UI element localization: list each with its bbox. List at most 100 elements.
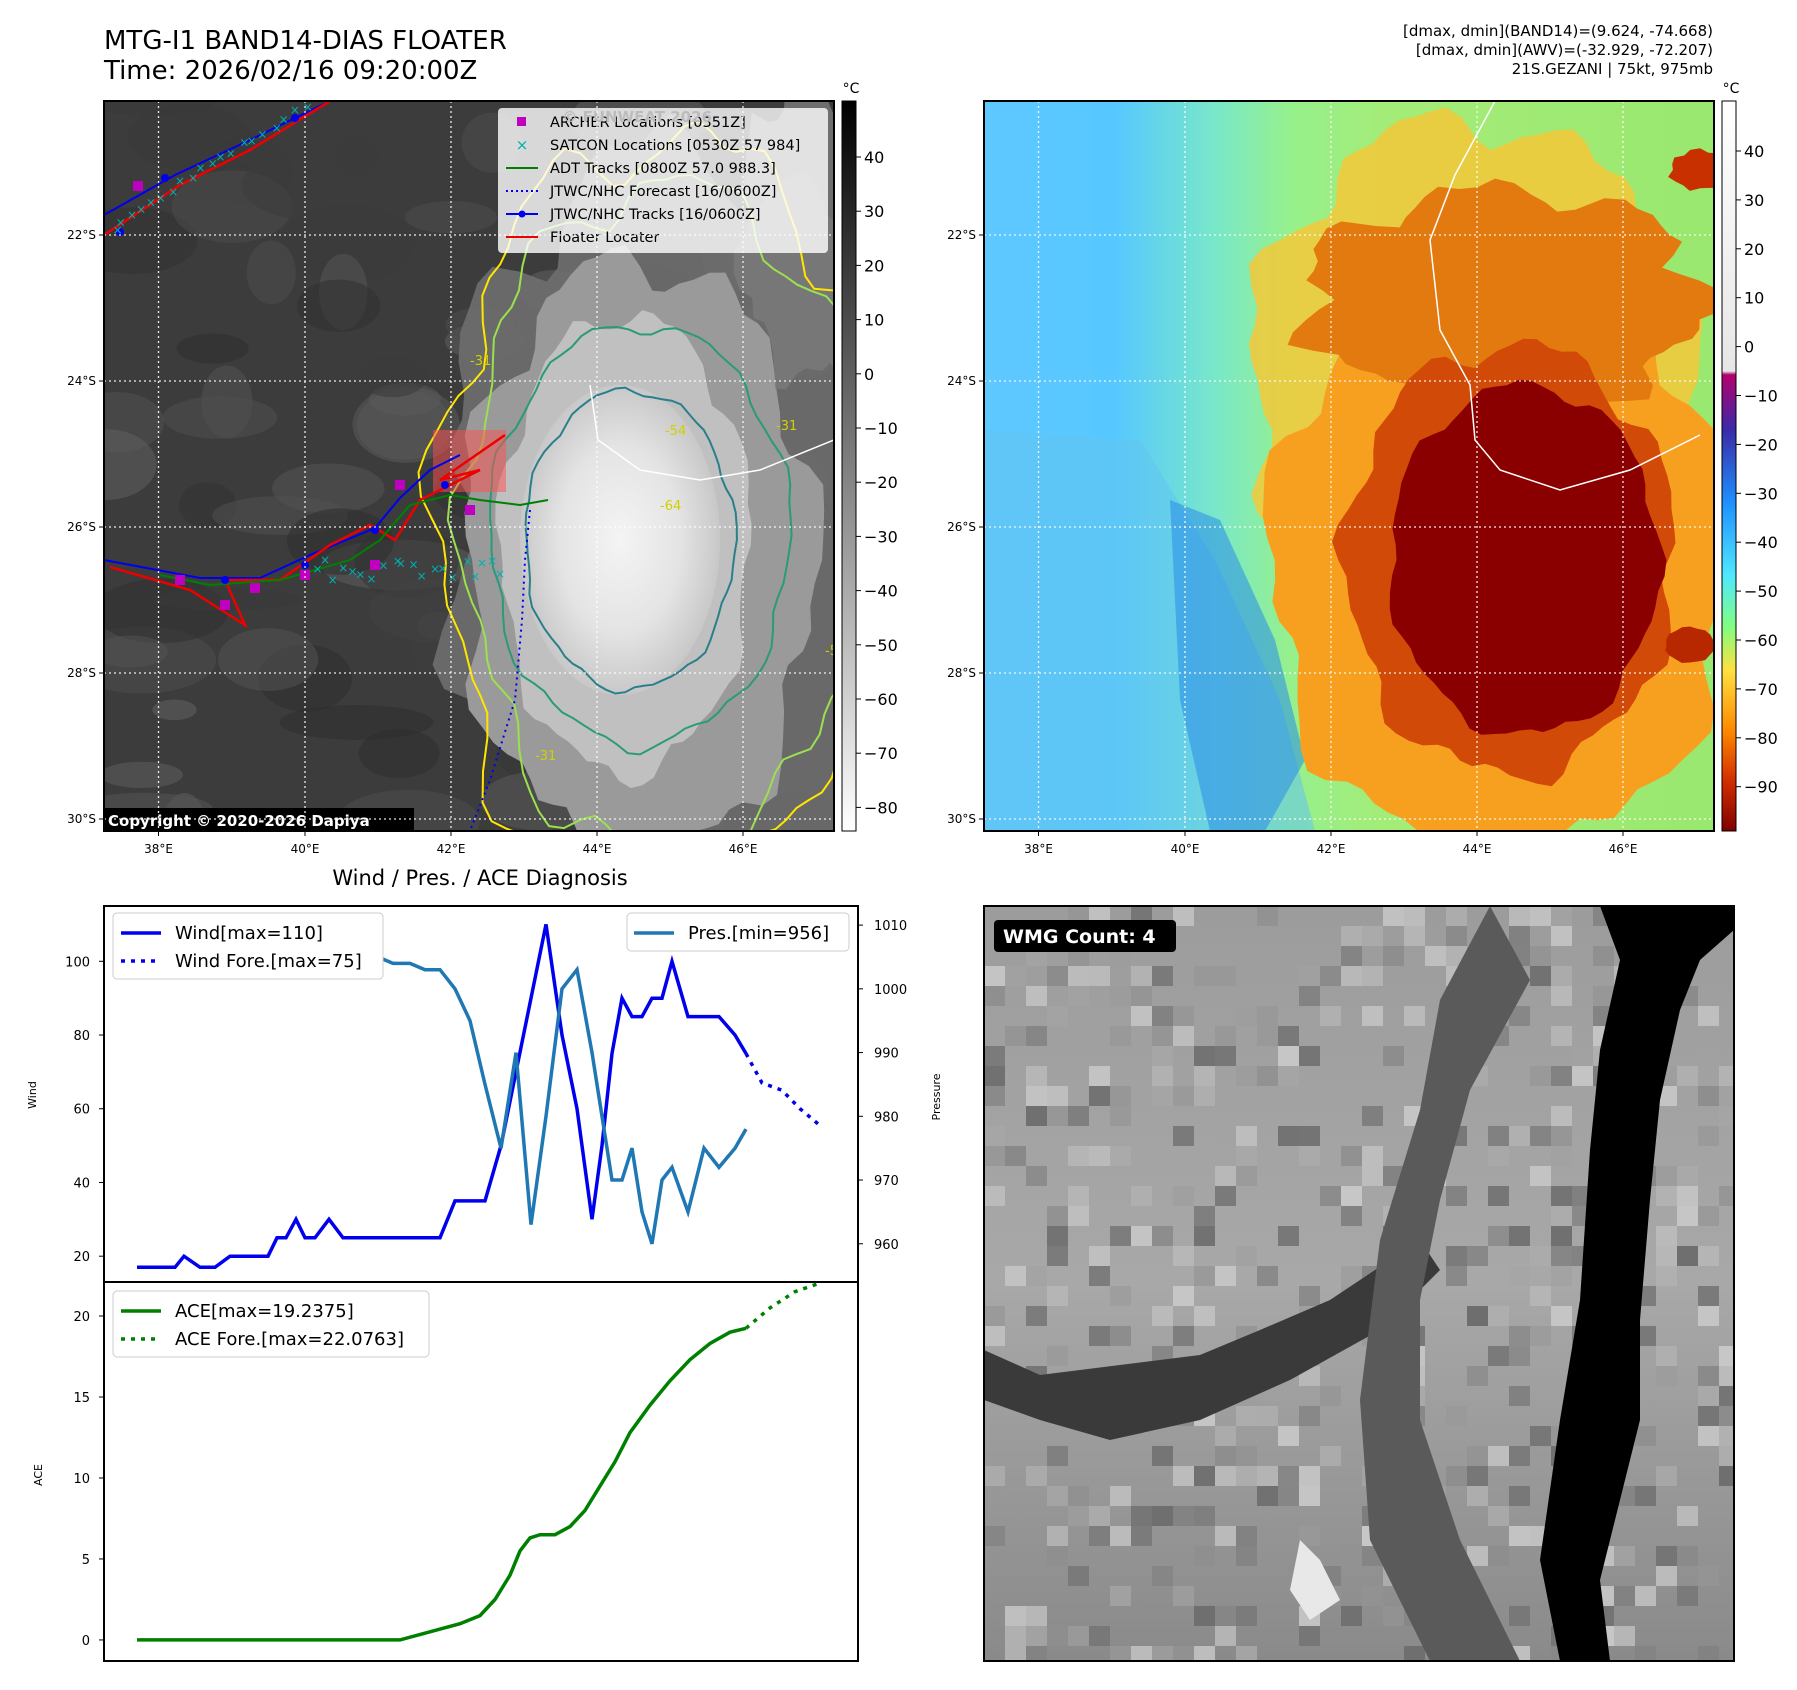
wmg-frame: [983, 905, 1735, 1662]
wmg-pixel: [1005, 1026, 1026, 1046]
satcon-location: ×: [447, 570, 457, 584]
wv-lon-tick-label: 38°E: [1024, 842, 1053, 856]
wmg-pixel: [1047, 1206, 1068, 1226]
wmg-pixel: [1131, 1526, 1152, 1546]
wmg-pixel: [1173, 1646, 1194, 1661]
wmg-pixel: [1278, 1426, 1299, 1446]
ir-texture: [104, 635, 168, 668]
ir-colorbar-tick-label: −60: [864, 690, 898, 709]
wmg-pixel: [1173, 1466, 1194, 1486]
wmg-pixel: [984, 1526, 1005, 1546]
wv-lon-tick-label: 44°E: [1463, 842, 1492, 856]
wmg-pixel: [1173, 1586, 1194, 1606]
wv-colorbar-unit: °C: [1723, 81, 1740, 97]
wmg-pixel: [1698, 1246, 1719, 1266]
satcon-location: ×: [320, 553, 330, 567]
wmg-pixel: [1110, 986, 1131, 1006]
wmg-pixel: [1236, 1606, 1257, 1626]
wmg-label-text: WMG Count: 4: [1003, 926, 1156, 948]
wmg-pixel: [1215, 1526, 1236, 1546]
ir-image-panel: -31-54-64-54-31-31××× ×× × ×× ×× ×× ××× × ××× ×××…: [104, 101, 834, 831]
wind-forecast-legend-label: Wind Fore.[max=75]: [175, 951, 362, 972]
wmg-pixel: [1173, 1086, 1194, 1106]
wv-lat-tick-label: 26°S: [947, 520, 976, 534]
wmg-pixel: [1215, 1266, 1236, 1286]
wmg-pixel: [1719, 1406, 1734, 1426]
ace-forecast-legend-label: ACE Fore.[max=22.0763]: [175, 1329, 404, 1350]
wmg-pixel: [1467, 1366, 1488, 1386]
wmg-pixel: [1488, 1226, 1509, 1246]
ir-lon-tick-label: 46°E: [729, 842, 758, 856]
ir-texture: [176, 333, 249, 364]
satcon-location: ×: [156, 191, 166, 205]
wmg-pixel: [1551, 986, 1572, 1006]
legend-entry: Floater Locater: [550, 230, 659, 246]
wmg-pixel: [1089, 1146, 1110, 1166]
floater-track-south: [109, 433, 506, 629]
satcon-location: ×: [239, 135, 249, 149]
wmg-pixel: [1341, 926, 1362, 946]
legend-entry: ADT Tracks [0800Z 57.0 988.3]: [550, 161, 776, 177]
ir-cdo: [520, 385, 720, 695]
wmg-pixel: [1278, 1026, 1299, 1046]
ace-y-tick-label: 0: [82, 1634, 90, 1649]
satcon-location: ×: [208, 156, 218, 170]
wmg-pixel: [1698, 1086, 1719, 1106]
wind-series-line: [137, 924, 748, 1270]
wv-colorbar-tick-label: −70: [1744, 680, 1778, 699]
wmg-pixel: [1698, 1426, 1719, 1446]
wmg-pixel: [1110, 1086, 1131, 1106]
wmg-pixel: [1698, 1646, 1719, 1661]
wv-maroon-core: [1389, 379, 1667, 735]
wmg-pixel: [1194, 1046, 1215, 1066]
wmg-pixel: [1131, 986, 1152, 1006]
wmg-pixel: [1488, 1306, 1509, 1326]
ir-contour-teal: [489, 325, 793, 756]
wv-lon-tick-label: 40°E: [1171, 842, 1200, 856]
wmg-pixel: [1152, 1006, 1173, 1026]
wmg-pixel: [1194, 1466, 1215, 1486]
legend-marker-x: ×: [516, 136, 529, 154]
wmg-pixel: [1635, 1326, 1656, 1346]
wmg-pixel: [1257, 1066, 1278, 1086]
ir-texture: [335, 134, 380, 178]
wv-colorbar-tick-label: 20: [1744, 240, 1764, 259]
archer-location: [370, 560, 380, 570]
ir-lon-tick-label: 44°E: [583, 842, 612, 856]
wmg-pixel: [1446, 1186, 1467, 1206]
wv-colorbar-tick-label: −30: [1744, 484, 1778, 503]
wmg-pixel: [1152, 1046, 1173, 1066]
wmg-pixel: [1362, 926, 1383, 946]
wmg-pixel: [1278, 1066, 1299, 1086]
wmg-pixel: [1383, 906, 1404, 926]
wv-lat-tick-label: 30°S: [947, 812, 976, 826]
wmg-pixel: [1656, 1266, 1677, 1286]
wmg-pixel: [1005, 1266, 1026, 1286]
wmg-pixel: [1068, 966, 1089, 986]
archer-location: [133, 181, 143, 191]
wmg-pixel: [1005, 1146, 1026, 1166]
wmg-pixel: [1152, 1066, 1173, 1086]
wmg-pixel: [1341, 1546, 1362, 1566]
wmg-pixel: [1047, 966, 1068, 986]
wmg-pixel: [1593, 986, 1614, 1006]
satcon-location: ×: [257, 127, 267, 141]
ir-lat-tick-label: 24°S: [67, 374, 96, 388]
ace-legend-box: [112, 1290, 430, 1358]
wmg-pixel: [1110, 1026, 1131, 1046]
wmg-pixel: [1404, 926, 1425, 946]
wmg-dark-band: [984, 1240, 1440, 1440]
ir-texture: [296, 279, 381, 333]
wmg-pixel: [1530, 1246, 1551, 1266]
ace-y-tick-label: 10: [73, 1472, 90, 1487]
adt-track: [159, 493, 549, 587]
ir-legend: ARCHER Locations [0351Z] × SATCON Location…: [498, 108, 828, 253]
wmg-pixel: [1131, 1226, 1152, 1246]
wmg-pixel: [1446, 1246, 1467, 1266]
wmg-pixel: [1152, 966, 1173, 986]
satcon-location: ×: [272, 121, 282, 135]
wmg-pixel: [1152, 1566, 1173, 1586]
wmg-pixel: [1551, 1106, 1572, 1126]
wmg-pixel: [984, 966, 1005, 986]
wmg-pixel: [1089, 1066, 1110, 1086]
